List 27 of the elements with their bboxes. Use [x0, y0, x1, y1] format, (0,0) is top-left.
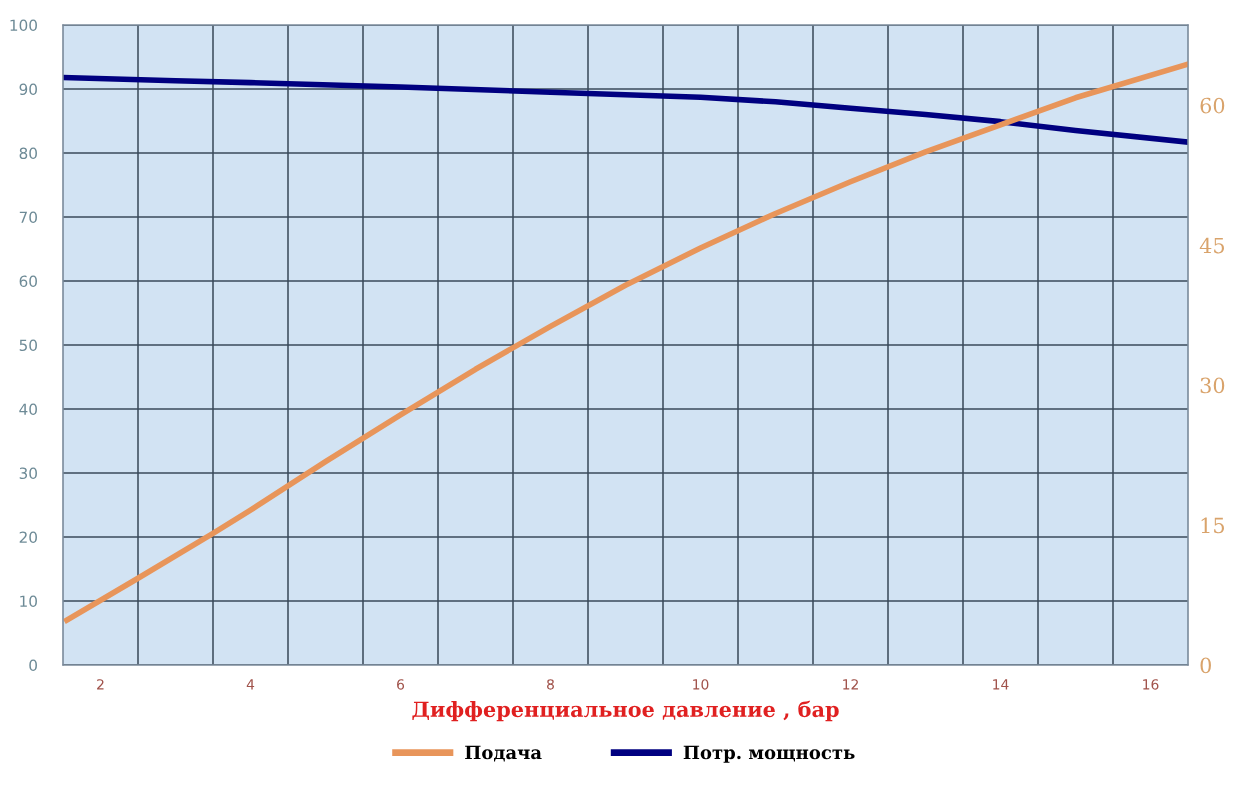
y-tick-label: 30	[19, 467, 37, 480]
x-tick-label: 12	[843, 679, 858, 690]
x-tick-label: 6	[397, 679, 405, 690]
legend-label: Подача	[465, 745, 542, 762]
x-tick-label: 10	[693, 679, 709, 690]
y-tick-label: 80	[19, 147, 37, 160]
x-axis-title: Дифференциальное давление , бар	[412, 700, 839, 722]
y-tick-label: 20	[19, 531, 37, 544]
y-tick-label: 100	[10, 19, 37, 32]
x-tick-label: 4	[246, 679, 255, 690]
x-tick-label: 8	[547, 679, 554, 690]
legend-label: Потр. мощность	[683, 745, 855, 763]
y2-tick-label: 60	[1200, 97, 1225, 114]
x-tick-label: 14	[993, 679, 1009, 690]
x-tick-label: 2	[97, 679, 104, 690]
y-tick-label: 70	[19, 211, 37, 224]
y-tick-label: 50	[19, 339, 37, 352]
y-tick-label: 0	[29, 659, 37, 672]
y-tick-label: 10	[20, 595, 37, 608]
y-tick-label: 60	[19, 275, 37, 288]
y-tick-label: 40	[19, 403, 37, 416]
y2-tick-label: 30	[1200, 377, 1225, 394]
y2-tick-label: 45	[1199, 237, 1225, 254]
y2-tick-label: 15	[1201, 517, 1225, 534]
y2-tick-label: 0	[1200, 657, 1211, 674]
y-tick-label: 90	[19, 83, 37, 96]
x-tick-label: 16	[1143, 679, 1159, 690]
